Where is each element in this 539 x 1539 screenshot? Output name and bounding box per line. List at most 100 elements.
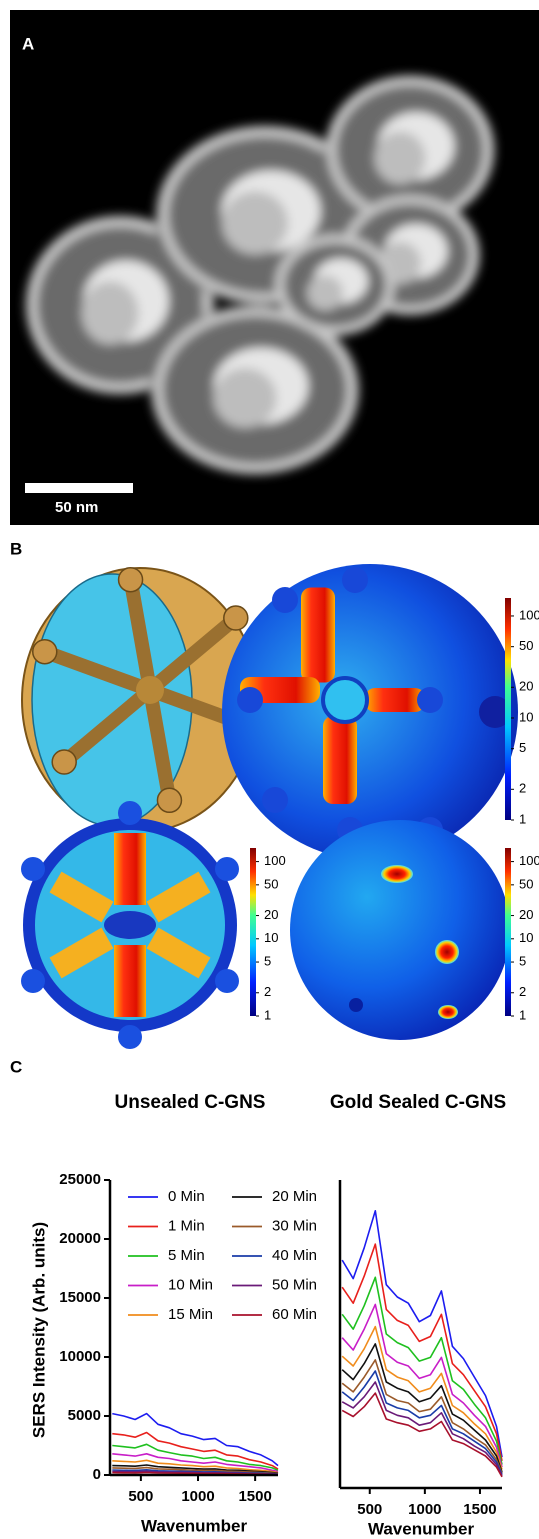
colorbar-label: 10	[264, 930, 278, 945]
colorbar-label: 100	[519, 607, 539, 622]
colorbar-label: 1	[519, 1007, 526, 1022]
knob	[349, 998, 363, 1012]
knob	[118, 1025, 142, 1049]
y-tick-label: 15000	[59, 1289, 101, 1306]
colorbar-label: 2	[519, 781, 526, 796]
particle-core	[307, 276, 343, 311]
legend-label: 20 Min	[272, 1188, 317, 1205]
hotspot	[301, 588, 335, 683]
legend-label: 0 Min	[168, 1188, 205, 1205]
chart-title: Unsealed C-GNS	[115, 1092, 266, 1113]
colorbar-label: 20	[519, 679, 533, 694]
colorbar-label: 5	[264, 953, 271, 968]
colorbar-label: 50	[519, 876, 533, 891]
particle-core	[214, 368, 277, 428]
y-tick-label: 0	[93, 1466, 101, 1483]
series-line	[112, 1414, 278, 1466]
y-tick-label: 20000	[59, 1230, 101, 1247]
series-line	[112, 1433, 278, 1470]
series-line	[342, 1277, 502, 1464]
legend-label: 60 Min	[272, 1306, 317, 1323]
y-tick-label: 10000	[59, 1348, 101, 1365]
knob	[52, 750, 76, 774]
hotspot	[323, 716, 357, 804]
series-line	[342, 1244, 502, 1461]
legend-label: 15 Min	[168, 1306, 213, 1323]
hotspot	[381, 865, 413, 883]
hotspot	[114, 945, 146, 1017]
hub	[136, 676, 164, 704]
colorbar-label: 100	[264, 853, 286, 868]
legend-label: 5 Min	[168, 1247, 205, 1264]
knob	[215, 969, 239, 993]
colorbar-label: 50	[264, 876, 278, 891]
knob	[157, 788, 181, 812]
colorbar	[505, 848, 511, 1016]
colorbar	[250, 848, 256, 1016]
x-tick-label: 1500	[463, 1501, 496, 1518]
particle-core	[375, 132, 426, 185]
x-tick-label: 1000	[408, 1501, 441, 1518]
colorbar-label: 10	[519, 930, 533, 945]
colorbar	[505, 598, 511, 820]
colorbar-label: 5	[519, 740, 526, 755]
knob	[342, 567, 368, 593]
y-tick-label: 5000	[68, 1407, 101, 1424]
knob	[272, 587, 298, 613]
panel-label: C	[10, 1057, 22, 1076]
particle-core	[82, 282, 139, 345]
colorbar-label: 2	[519, 984, 526, 999]
scale-bar-label: 50 nm	[55, 499, 98, 516]
hub	[104, 911, 156, 939]
field-sphere	[222, 564, 518, 860]
page: Figure {"panels": { "a": {"label": "A", …	[0, 0, 539, 1539]
legend-label: 30 Min	[272, 1217, 317, 1234]
series-line	[342, 1371, 502, 1474]
colorbar-label: 1	[264, 1007, 271, 1022]
x-tick-label: 500	[128, 1488, 153, 1505]
field-sphere	[290, 820, 510, 1040]
legend-label: 40 Min	[272, 1247, 317, 1264]
knob	[118, 801, 142, 825]
hotspot	[438, 1005, 458, 1019]
series-line	[342, 1393, 502, 1477]
panel-label: A	[22, 34, 34, 53]
y-tick-label: 25000	[59, 1171, 101, 1188]
x-tick-label: 1500	[238, 1488, 271, 1505]
legend-label: 50 Min	[272, 1276, 317, 1293]
colorbar-label: 10	[519, 709, 533, 724]
x-axis-label: Wavenumber	[141, 1516, 248, 1535]
knob	[224, 606, 248, 630]
knob	[119, 568, 143, 592]
colorbar-label: 50	[519, 638, 533, 653]
body: A 50 nm B 125102050100125102050100125102…	[0, 0, 539, 1539]
knob	[417, 687, 443, 713]
knob	[262, 787, 288, 813]
knob	[21, 857, 45, 881]
particle-core	[222, 192, 288, 255]
x-tick-label: 1000	[181, 1488, 214, 1505]
knob	[237, 687, 263, 713]
colorbar-label: 20	[519, 907, 533, 922]
legend-label: 1 Min	[168, 1217, 205, 1234]
colorbar-label: 1	[519, 811, 526, 826]
figure: A 50 nm B 125102050100125102050100125102…	[0, 0, 539, 1539]
knob	[33, 640, 57, 664]
colorbar-label: 100	[519, 853, 539, 868]
scale-bar	[25, 483, 133, 493]
knob	[215, 857, 239, 881]
hotspot	[114, 833, 146, 905]
x-axis-label: Wavenumber	[368, 1519, 475, 1538]
chart-title: Gold Sealed C-GNS	[330, 1092, 506, 1113]
hotspot	[365, 688, 425, 712]
x-tick-label: 500	[357, 1501, 382, 1518]
panel-label: B	[10, 539, 22, 558]
knob	[21, 969, 45, 993]
legend-label: 10 Min	[168, 1276, 213, 1293]
hotspot	[435, 940, 459, 964]
colorbar-label: 20	[264, 907, 278, 922]
colorbar-label: 2	[264, 984, 271, 999]
series-line	[342, 1211, 502, 1457]
y-axis-label: SERS Intensity (Arb. units)	[29, 1222, 48, 1438]
